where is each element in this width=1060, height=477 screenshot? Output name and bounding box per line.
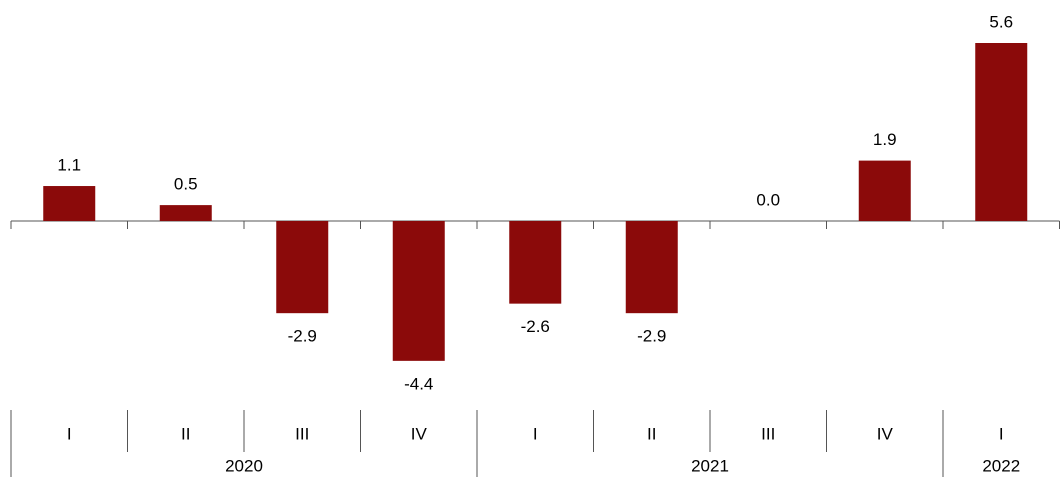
- group-label: 2021: [691, 456, 729, 475]
- bar: [858, 160, 911, 221]
- x-tick-label: I: [533, 424, 538, 443]
- value-label: 1.1: [57, 156, 81, 175]
- value-label: 0.5: [174, 175, 198, 194]
- x-tick-label: III: [295, 424, 309, 443]
- value-label: 5.6: [989, 12, 1013, 31]
- bar: [509, 221, 562, 304]
- x-tick-label: III: [761, 424, 775, 443]
- bar: [392, 221, 445, 361]
- bar: [276, 221, 329, 314]
- value-label: 1.9: [873, 130, 897, 149]
- bar: [625, 221, 678, 314]
- group-label: 2020: [225, 456, 263, 475]
- value-label: -4.4: [404, 374, 433, 393]
- x-tick-label: IV: [877, 424, 894, 443]
- group-label: 2022: [982, 456, 1020, 475]
- x-tick-label: II: [647, 424, 656, 443]
- x-tick-label: I: [999, 424, 1004, 443]
- bar: [159, 205, 212, 221]
- bar: [975, 43, 1028, 221]
- value-label: 0.0: [756, 190, 780, 209]
- x-tick-label: IV: [411, 424, 428, 443]
- x-tick-label: II: [181, 424, 190, 443]
- value-label: -2.6: [521, 317, 550, 336]
- x-tick-label: I: [67, 424, 72, 443]
- value-label: -2.9: [637, 327, 666, 346]
- bar: [43, 186, 96, 221]
- value-label: -2.9: [288, 327, 317, 346]
